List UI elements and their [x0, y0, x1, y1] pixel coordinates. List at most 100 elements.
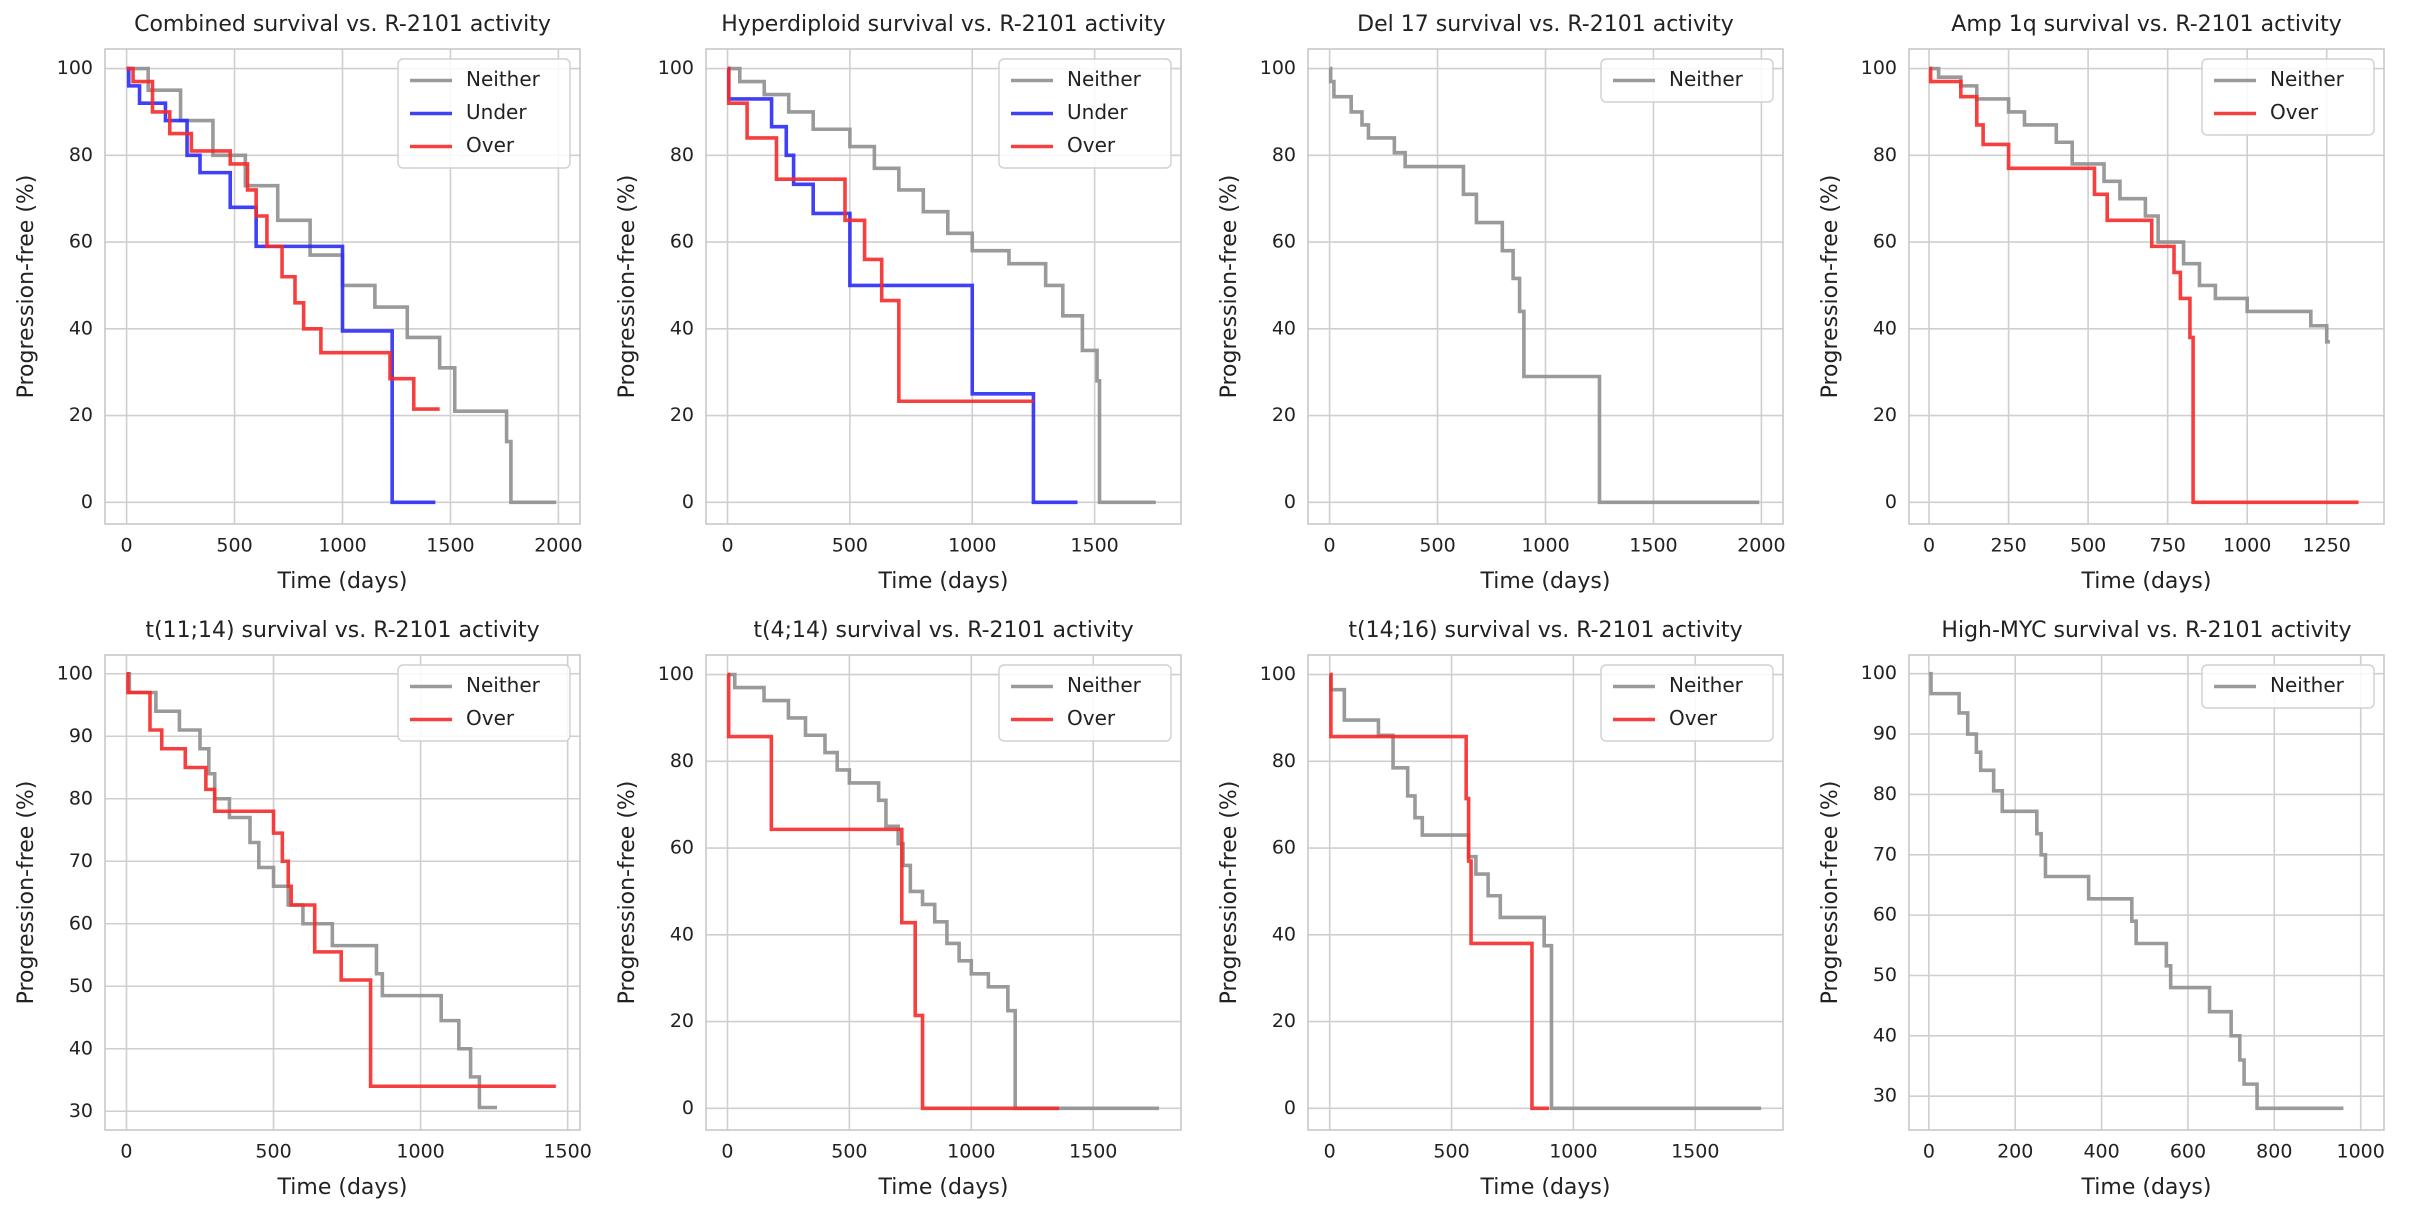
- y-axis-label: Progression-free (%): [1818, 175, 1843, 399]
- survival-curve: [126, 66, 440, 411]
- survival-curve: [1329, 672, 1550, 1111]
- y-tick-label: 80: [1873, 783, 1897, 805]
- survival-curve: [1928, 671, 2344, 1111]
- y-axis-label: Progression-free (%): [615, 175, 640, 399]
- y-tick-label: 60: [69, 231, 93, 253]
- legend-label: Neither: [2270, 673, 2345, 697]
- chart-title: t(4;14) survival vs. R-2101 activity: [753, 618, 1133, 643]
- x-tick-label: 1500: [1069, 1141, 1117, 1163]
- x-axis-label: Time (days): [878, 569, 1009, 594]
- y-tick-label: 80: [69, 787, 93, 809]
- x-axis-label: Time (days): [2081, 1175, 2212, 1200]
- axes-frame: [1908, 48, 2385, 525]
- survival-curve: [726, 66, 1034, 404]
- y-tick-label: 30: [69, 1100, 93, 1122]
- y-tick-label: 40: [1272, 923, 1296, 945]
- y-tick-label: 100: [1260, 663, 1296, 685]
- x-tick-label: 1500: [1629, 535, 1677, 557]
- chart-title: Del 17 survival vs. R-2101 activity: [1357, 12, 1734, 37]
- chart-title: High-MYC survival vs. R-2101 activity: [1941, 618, 2351, 643]
- y-tick-label: 0: [682, 1097, 694, 1119]
- y-tick-label: 100: [658, 57, 694, 79]
- survival-curve: [126, 671, 498, 1110]
- x-tick-label: 600: [2170, 1141, 2206, 1163]
- y-axis-label: Progression-free (%): [1217, 781, 1242, 1005]
- x-tick-label: 1000: [318, 535, 366, 557]
- x-tick-label: 200: [1997, 1141, 2033, 1163]
- y-tick-label: 100: [57, 57, 93, 79]
- y-tick-label: 100: [1861, 57, 1897, 79]
- y-tick-label: 40: [1873, 1024, 1897, 1046]
- x-tick-label: 1000: [1549, 1141, 1597, 1163]
- legend-box: [998, 58, 1172, 169]
- y-tick-label: 50: [69, 975, 93, 997]
- y-tick-label: 0: [81, 491, 93, 513]
- y-tick-label: 40: [670, 317, 694, 339]
- x-tick-label: 1000: [2337, 1141, 2385, 1163]
- survival-curve: [1328, 66, 1760, 505]
- survival-curve: [1928, 66, 2359, 505]
- x-axis-label: Time (days): [1480, 1175, 1611, 1200]
- y-tick-label: 30: [1873, 1085, 1897, 1107]
- y-tick-label: 100: [1861, 662, 1897, 684]
- y-tick-label: 40: [1272, 317, 1296, 339]
- survival-curve: [726, 672, 1060, 1111]
- x-tick-label: 2000: [1737, 535, 1785, 557]
- x-tick-label: 1500: [1671, 1141, 1719, 1163]
- x-tick-label: 1000: [396, 1141, 444, 1163]
- y-tick-label: 50: [1873, 964, 1897, 986]
- axes-frame: [1307, 48, 1784, 525]
- legend-label: Neither: [1669, 673, 1744, 697]
- x-tick-label: 0: [721, 1141, 733, 1163]
- y-tick-label: 20: [1272, 404, 1296, 426]
- x-tick-label: 800: [2256, 1141, 2292, 1163]
- y-tick-label: 0: [1284, 491, 1296, 513]
- y-tick-label: 80: [1272, 750, 1296, 772]
- x-tick-label: 0: [120, 1141, 132, 1163]
- x-axis-label: Time (days): [277, 569, 408, 594]
- chart-title: t(14;16) survival vs. R-2101 activity: [1348, 618, 1742, 643]
- y-axis-label: Progression-free (%): [14, 175, 39, 399]
- y-tick-label: 40: [69, 317, 93, 339]
- x-tick-label: 750: [2150, 535, 2186, 557]
- x-tick-label: 0: [1923, 535, 1935, 557]
- legend-label: Neither: [466, 67, 541, 91]
- y-tick-label: 100: [1260, 57, 1296, 79]
- x-tick-label: 1500: [426, 535, 474, 557]
- y-tick-label: 0: [1885, 491, 1897, 513]
- y-tick-label: 60: [670, 231, 694, 253]
- x-tick-label: 400: [2083, 1141, 2119, 1163]
- x-tick-label: 0: [1923, 1141, 1935, 1163]
- y-axis-label: Progression-free (%): [1217, 175, 1242, 399]
- x-tick-label: 1500: [1070, 535, 1118, 557]
- x-tick-label: 500: [255, 1141, 291, 1163]
- legend-label: Under: [1067, 100, 1128, 124]
- y-tick-label: 70: [1873, 843, 1897, 865]
- y-tick-label: 80: [670, 144, 694, 166]
- x-tick-label: 500: [1433, 1141, 1469, 1163]
- legend-box: [2201, 664, 2375, 709]
- legend-box: [998, 664, 1172, 742]
- x-tick-label: 1000: [2223, 535, 2271, 557]
- y-tick-label: 20: [69, 404, 93, 426]
- x-tick-label: 500: [2070, 535, 2106, 557]
- chart-title: Combined survival vs. R-2101 activity: [134, 12, 551, 37]
- y-tick-label: 40: [69, 1037, 93, 1059]
- y-tick-label: 80: [670, 750, 694, 772]
- legend-label: Over: [466, 706, 515, 730]
- legend-box: [1600, 58, 1774, 103]
- legend-label: Over: [466, 133, 515, 157]
- y-tick-label: 60: [1272, 837, 1296, 859]
- survival-curve: [126, 671, 556, 1089]
- x-tick-label: 2000: [534, 535, 582, 557]
- axes-frame: [705, 654, 1182, 1131]
- axes-frame: [705, 48, 1182, 525]
- chart-title: Hyperdiploid survival vs. R-2101 activit…: [721, 12, 1165, 37]
- y-tick-label: 40: [670, 923, 694, 945]
